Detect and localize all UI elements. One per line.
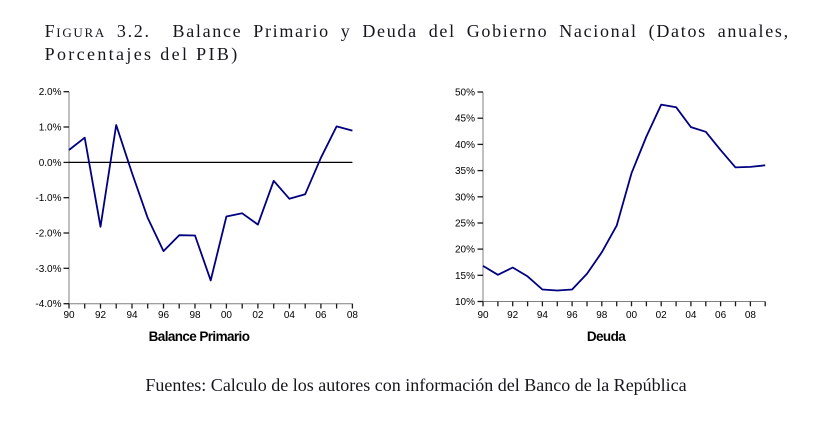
svg-text:Balance Primario: Balance Primario <box>149 329 250 344</box>
svg-text:50%: 50% <box>455 88 475 99</box>
svg-text:15%: 15% <box>455 271 475 282</box>
svg-text:94: 94 <box>537 310 549 321</box>
svg-text:02: 02 <box>656 310 668 321</box>
svg-text:98: 98 <box>189 310 201 321</box>
svg-text:96: 96 <box>158 310 170 321</box>
svg-text:94: 94 <box>126 310 138 321</box>
svg-text:04: 04 <box>685 310 697 321</box>
svg-text:2.0%: 2.0% <box>39 87 62 98</box>
svg-text:04: 04 <box>284 310 296 321</box>
svg-text:98: 98 <box>596 310 608 321</box>
svg-text:90: 90 <box>477 310 489 321</box>
svg-text:08: 08 <box>347 310 359 321</box>
svg-text:40%: 40% <box>455 140 475 151</box>
svg-text:10%: 10% <box>455 297 475 308</box>
svg-text:-1.0%: -1.0% <box>35 193 61 204</box>
svg-text:25%: 25% <box>455 219 475 230</box>
svg-text:96: 96 <box>567 310 579 321</box>
svg-text:30%: 30% <box>455 192 475 203</box>
svg-text:92: 92 <box>507 310 519 321</box>
svg-text:1.0%: 1.0% <box>39 123 62 134</box>
svg-text:90: 90 <box>63 310 75 321</box>
svg-text:00: 00 <box>626 310 638 321</box>
svg-text:0.0%: 0.0% <box>39 158 62 169</box>
svg-text:02: 02 <box>252 310 264 321</box>
svg-text:06: 06 <box>315 310 327 321</box>
svg-text:Deuda: Deuda <box>587 329 626 344</box>
svg-text:20%: 20% <box>455 245 475 256</box>
svg-text:35%: 35% <box>455 166 475 177</box>
svg-text:-2.0%: -2.0% <box>35 229 61 240</box>
svg-text:-4.0%: -4.0% <box>35 299 61 310</box>
svg-text:92: 92 <box>95 310 107 321</box>
svg-text:-3.0%: -3.0% <box>35 264 61 275</box>
svg-text:45%: 45% <box>455 114 475 125</box>
svg-text:06: 06 <box>715 310 727 321</box>
svg-text:08: 08 <box>745 310 757 321</box>
svg-text:00: 00 <box>221 310 233 321</box>
